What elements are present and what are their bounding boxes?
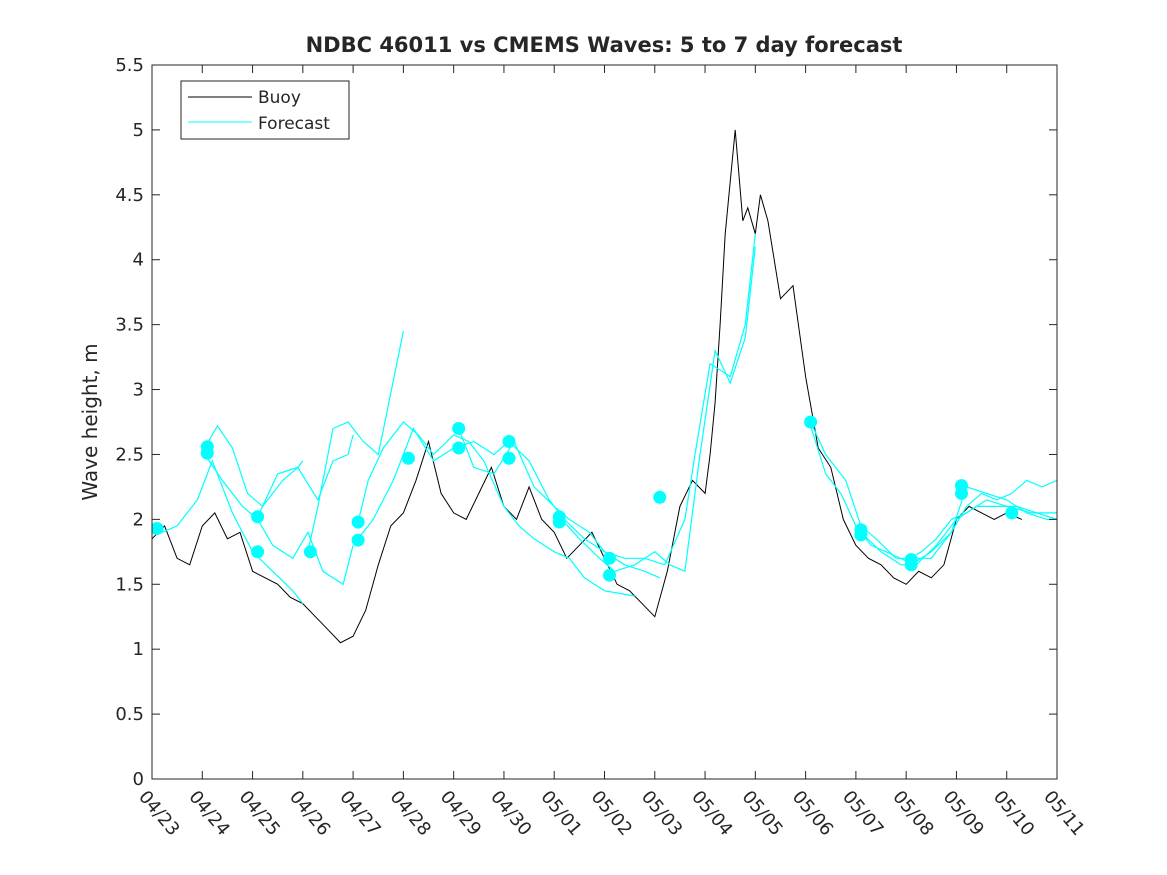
forecast-series-line-1	[152, 459, 304, 605]
forecast-series-line-10	[810, 421, 1057, 559]
forecast-marker	[603, 568, 616, 582]
forecast-marker	[351, 533, 365, 547]
x-tick-label: 04/26	[285, 787, 334, 840]
forecast-series-line-8	[458, 233, 756, 566]
forecast-marker	[401, 451, 415, 465]
x-tick-label: 05/03	[637, 787, 686, 840]
x-tick-label: 05/11	[1039, 787, 1088, 840]
y-tick-label: 0.5	[115, 704, 144, 725]
forecast-marker	[1005, 506, 1019, 520]
forecast-series-line-6	[357, 421, 635, 597]
forecast-marker	[603, 551, 616, 565]
forecast-series-line-4	[257, 434, 354, 518]
legend-box	[180, 80, 350, 140]
forecast-series-line-2	[204, 424, 304, 508]
y-tick-label: 3	[133, 380, 144, 401]
forecast-series-line-9	[558, 246, 756, 573]
x-tick-label: 05/05	[738, 787, 787, 840]
forecast-marker	[251, 545, 265, 559]
x-tick-label: 04/28	[386, 787, 435, 840]
x-tick-label: 04/24	[184, 787, 233, 840]
y-tick-label: 5	[133, 120, 144, 141]
y-tick-label: 2.5	[115, 444, 144, 465]
forecast-marker	[251, 510, 265, 524]
x-tick-label: 05/07	[838, 787, 887, 840]
forecast-marker	[502, 451, 516, 465]
y-tick-label: 4	[133, 250, 144, 271]
y-tick-label: 5.5	[115, 55, 144, 76]
forecast-series-line-13	[910, 486, 1057, 566]
x-tick-label: 05/10	[989, 787, 1038, 840]
forecast-series-line-11	[810, 425, 1057, 562]
x-tick-label: 05/01	[536, 787, 585, 840]
x-tick-label: 05/06	[788, 787, 837, 840]
forecast-marker	[351, 515, 365, 529]
x-tick-label: 05/08	[888, 787, 937, 840]
plot-area	[152, 129, 1057, 644]
x-tick-label: 05/02	[587, 787, 636, 840]
y-tick-label: 1.5	[115, 574, 144, 595]
forecast-marker	[653, 490, 667, 504]
x-tick-label: 04/27	[335, 787, 384, 840]
forecast-marker	[854, 528, 868, 542]
forecast-marker	[552, 515, 566, 529]
forecast-series-line-3	[204, 454, 354, 586]
forecast-marker	[303, 545, 317, 559]
forecast-marker	[152, 522, 164, 535]
y-tick-label: 4.5	[115, 185, 144, 206]
forecast-marker	[955, 486, 968, 500]
forecast-marker	[904, 558, 918, 572]
x-tick-label: 05/04	[687, 787, 736, 840]
chart-title: NDBC 46011 vs CMEMS Waves: 5 to 7 day fo…	[306, 33, 903, 57]
x-tick-label: 04/23	[134, 787, 183, 840]
y-tick-label: 3.5	[115, 315, 144, 336]
x-tick-label: 04/25	[235, 787, 284, 840]
y-tick-label: 1	[133, 639, 144, 660]
forecast-marker	[452, 422, 466, 435]
y-tick-label: 0	[133, 769, 144, 790]
forecast-series-line-12	[860, 505, 1057, 566]
axis-ticks: 00.511.522.533.544.555.504/23 04/24 04/25 0…	[115, 55, 1088, 840]
x-tick-label: 05/09	[939, 787, 988, 840]
buoy-series-line	[152, 129, 1022, 644]
forecast-marker	[502, 435, 516, 448]
y-axis-label: Wave height, m	[78, 343, 102, 500]
axes-box	[151, 64, 1058, 780]
x-tick-label: 04/30	[486, 787, 535, 840]
forecast-marker	[200, 446, 214, 460]
forecast-series-line-5	[307, 330, 404, 552]
y-tick-label: 2	[133, 509, 144, 530]
x-tick-label: 04/29	[436, 787, 485, 840]
legend-buoy-label: Buoy	[258, 88, 301, 108]
legend-forecast-label: Forecast	[258, 114, 330, 134]
legend: Buoy Forecast	[180, 80, 350, 140]
forecast-marker	[804, 415, 818, 429]
forecast-marker	[452, 441, 466, 455]
